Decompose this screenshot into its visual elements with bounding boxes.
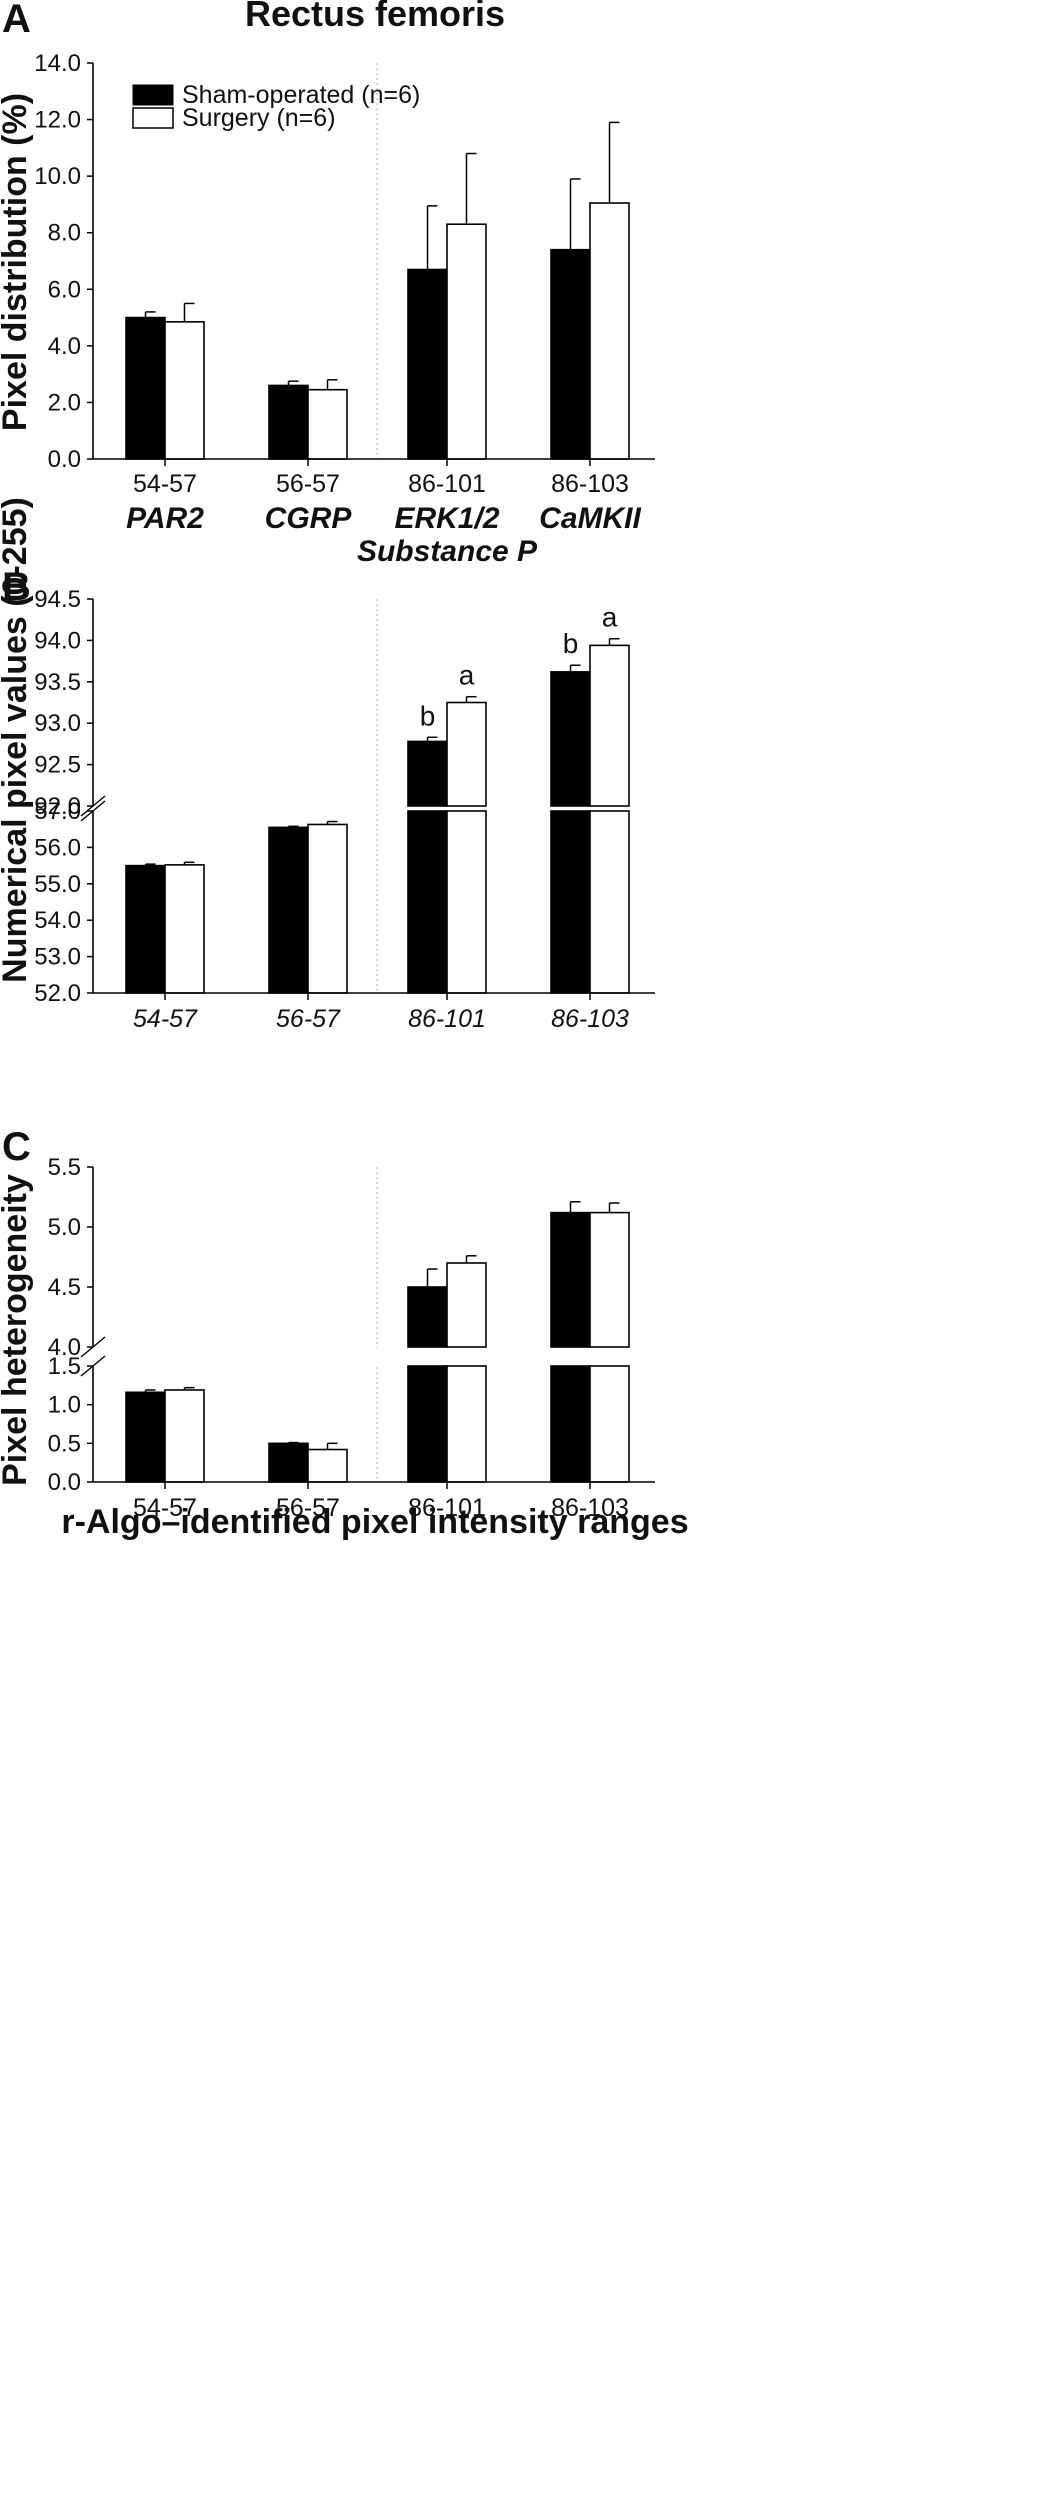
legend-surgery-label: Surgery (n=6)	[182, 104, 336, 132]
panel-b-upper-ytick-label: 94.0	[34, 627, 81, 654]
panel-c-bar-sham-86-103-lower	[550, 1365, 591, 1483]
panel-a-xtick-label: 86-103	[551, 470, 629, 498]
panel-b-xtick-label: 86-101	[408, 1005, 486, 1033]
panel-c-bar-sham-86-101-lower	[407, 1365, 448, 1483]
panel-b-bar-surgery-86-103-upper	[589, 644, 630, 807]
legend-sham-swatch	[132, 84, 174, 106]
panel-b-upper-ytick-label: 93.5	[34, 669, 81, 696]
panel-b-lower-ytick-label: 52.0	[34, 980, 81, 1007]
panel-b-bar-surgery-86-101-lower	[446, 810, 487, 994]
panel-a-marker-label: ERK1/2	[394, 502, 499, 535]
panel-c-upper-ytick-label: 4.5	[48, 1274, 81, 1301]
panel-b-bar-sham-86-103-upper	[550, 671, 591, 807]
panel-b-bar-sham-86-101-upper	[407, 740, 448, 807]
panel-c-upper-ytick-label: 5.0	[48, 1214, 81, 1241]
panel-c-xlabel: r-Algo–identified pixel intensity ranges	[61, 1503, 688, 1541]
panel-a-bar-surgery-86-101	[446, 223, 487, 460]
panel-a-marker-label: CGRP	[265, 502, 353, 535]
panel-b-bar-sham-54-57	[125, 864, 166, 994]
panel-a-ytick-label: 0.0	[48, 446, 81, 473]
panel-c-bar-surgery-56-57	[307, 1448, 348, 1483]
legend-surgery-swatch	[132, 107, 174, 129]
panel-a-ytick-label: 2.0	[48, 389, 81, 416]
panel-a-letter: A	[2, 0, 31, 41]
chart-marks: 0.0 2.0 4.0 6.0 8.0 10.0 12.0 14.0 54-57 56-57 86-…	[34, 50, 656, 1522]
panel-c-ylabel: Pixel heterogeneity	[0, 1174, 34, 1486]
panel-b-upper-ytick-label: 92.5	[34, 752, 81, 779]
panel-b-letter: B	[2, 565, 31, 609]
panel-b-significance-a: a	[459, 660, 475, 691]
panel-a-bar-sham-56-57	[268, 384, 309, 460]
panel-a-bar-surgery-56-57	[307, 388, 348, 460]
panel-c-lower-ytick-label: 1.5	[48, 1353, 81, 1380]
panel-a-marker-label: PAR2	[126, 502, 204, 535]
panel-c-bar-surgery-86-101-lower	[446, 1365, 487, 1483]
panel-a-ytick-label: 14.0	[34, 50, 81, 77]
panel-a-bar-sham-86-101	[407, 268, 448, 460]
panel-c-bar-surgery-86-103-upper	[589, 1211, 630, 1348]
panel-c-bar-surgery-86-101-upper	[446, 1262, 487, 1348]
panel-b-bar-surgery-86-103-lower	[589, 810, 630, 994]
panel-b-lower-ytick-label: 53.0	[34, 944, 81, 971]
panel-a-xtick-label: 54-57	[133, 470, 197, 498]
panel-b-upper-ytick-label: 92.0	[34, 793, 81, 820]
panel-c-lower-ytick-label: 0.0	[48, 1469, 81, 1496]
panel-b-upper-ytick-label: 93.0	[34, 710, 81, 737]
legend-sham-label: Sham-operated (n=6)	[182, 81, 420, 109]
panel-a-marker-label: CaMKII	[539, 502, 641, 535]
panel-c-xtick-label: 86-103	[551, 1494, 629, 1522]
panel-b-bar-surgery-56-57	[307, 823, 348, 994]
panel-b-bar-surgery-86-101-upper	[446, 701, 487, 807]
panel-b-xtick-label: 56-57	[276, 1005, 341, 1033]
panel-c-lower-ytick-label: 0.5	[48, 1430, 81, 1457]
panel-b-significance-b: b	[563, 628, 579, 659]
panel-b-xtick-label: 86-103	[551, 1005, 629, 1033]
panel-c-letter: C	[2, 1125, 31, 1169]
panel-a-bar-surgery-86-103	[589, 202, 630, 460]
panel-a-bar-surgery-54-57	[164, 321, 205, 460]
panel-a-ytick-label: 6.0	[48, 276, 81, 303]
panel-c-bar-sham-54-57	[125, 1391, 166, 1483]
panel-a-ytick-label: 10.0	[34, 163, 81, 190]
panel-c-bar-sham-86-101-upper	[407, 1286, 448, 1348]
panel-a-ytick-label: 4.0	[48, 333, 81, 360]
panel-a-marker-label: Substance P	[357, 535, 538, 568]
panel-c-lower-ytick-label: 1.0	[48, 1392, 81, 1419]
panel-b-significance-a: a	[602, 602, 618, 633]
panel-c-upper-ytick-label: 4.0	[48, 1334, 81, 1361]
panel-b-bar-sham-56-57	[268, 826, 309, 994]
panel-b-lower-ytick-label: 55.0	[34, 871, 81, 898]
panel-b-ylabel: Numerical pixel values (0-255)	[0, 497, 34, 983]
panel-a-ytick-label: 8.0	[48, 220, 81, 247]
panel-c-bar-surgery-86-103-lower	[589, 1365, 630, 1483]
panel-b-lower-ytick-label: 54.0	[34, 907, 81, 934]
panel-c-xtick-label: 56-57	[276, 1494, 340, 1522]
panel-b-bar-sham-86-101-lower	[407, 810, 448, 994]
panel-c-upper-ytick-label: 5.5	[48, 1154, 81, 1181]
panel-a-ylabel: Pixel distribution (%)	[0, 93, 34, 431]
panel-b-lower-ytick-label: 56.0	[34, 834, 81, 861]
panel-a-title: Rectus femoris	[245, 0, 505, 34]
panel-a-bar-sham-86-103	[550, 248, 591, 460]
panel-c-bar-sham-56-57	[268, 1442, 309, 1483]
panel-b-significance-b: b	[420, 700, 436, 731]
panel-a-bar-sham-54-57	[125, 316, 166, 460]
panel-b-upper-ytick-label: 94.5	[34, 586, 81, 613]
panel-a-ytick-label: 12.0	[34, 107, 81, 134]
panel-b-axis-gap	[92, 807, 656, 810]
panel-c-bar-surgery-54-57	[164, 1389, 205, 1483]
panel-c-xtick-label: 86-101	[408, 1494, 486, 1522]
panel-c-bar-sham-86-103-upper	[550, 1211, 591, 1348]
panel-b-bar-surgery-54-57	[164, 864, 205, 994]
panel-a-xtick-label: 56-57	[276, 470, 340, 498]
panel-b-xtick-label: 54-57	[133, 1005, 198, 1033]
panel-c-axis-gap	[92, 1348, 656, 1365]
panel-b-bar-sham-86-103-lower	[550, 810, 591, 994]
panel-a-xtick-label: 86-101	[408, 470, 486, 498]
panel-b-lower-ytick-label: 57.0	[34, 798, 81, 825]
panel-c-xtick-label: 54-57	[133, 1494, 197, 1522]
